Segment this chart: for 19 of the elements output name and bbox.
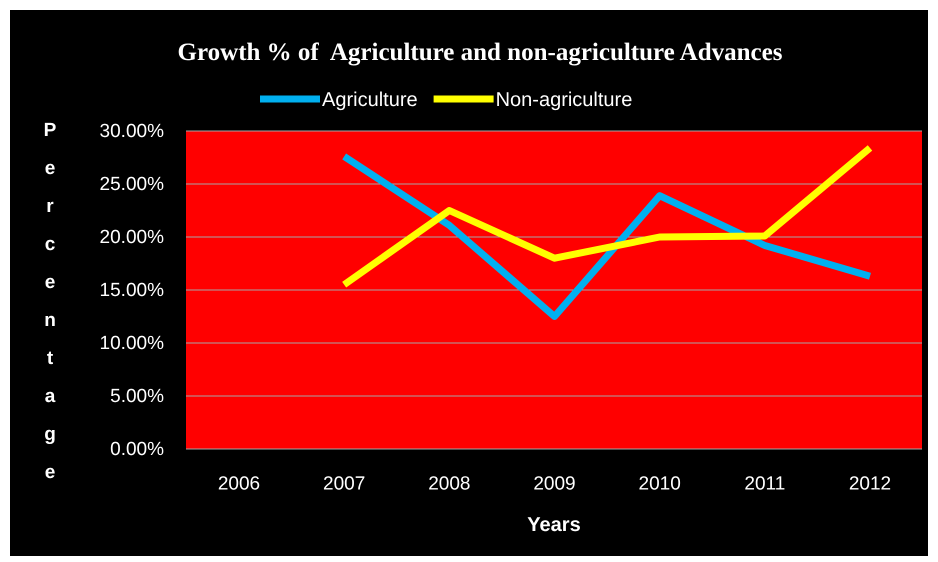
text: Percentage xyxy=(44,120,56,483)
x-tick-label: 2012 xyxy=(848,473,892,494)
x-axis-title: Years xyxy=(527,514,581,536)
y-tick-label: 10.00% xyxy=(100,333,164,354)
x-tick-label: 2007 xyxy=(323,473,366,494)
x-tick-label: 2010 xyxy=(638,473,681,494)
y-tick-label: 0.00% xyxy=(110,439,164,460)
x-tick-label: 2006 xyxy=(218,473,260,494)
y-tick-label: 15.00% xyxy=(100,280,164,302)
y-tick-label: 25.00% xyxy=(100,174,164,196)
x-tick-label: 2008 xyxy=(428,473,470,494)
chart-title: Growth % of Agriculture and non-agriculture Advances xyxy=(178,39,783,66)
y-tick-label: 5.00% xyxy=(110,386,164,408)
legend-label: Agriculture xyxy=(322,89,418,111)
x-tick-label: 2011 xyxy=(744,473,786,494)
legend-label: Non-agriculture xyxy=(496,89,632,111)
y-tick-label: 20.00% xyxy=(100,227,164,248)
x-tick-label: 2009 xyxy=(533,473,576,494)
y-tick-label: 30.00% xyxy=(100,121,164,142)
